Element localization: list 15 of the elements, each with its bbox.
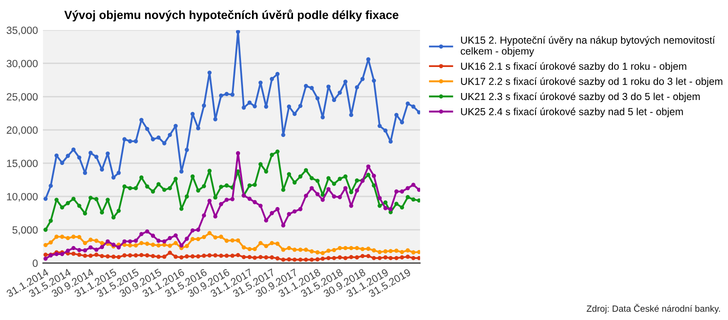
y-tick-label: 0 xyxy=(32,260,38,267)
y-tick-label: 5,000 xyxy=(12,226,38,235)
chart-title: Vývoj objemu nových hypotečních úvěrů podle délky fixace xyxy=(64,9,398,22)
y-tick-label: 20,000 xyxy=(6,126,38,136)
legend-label: UK17 2.2 s fixací úrokové sazby od 1 roku do 3 let - objem xyxy=(461,77,722,87)
legend-label: UK15 2. Hypoteční úvěry na nákup bytových nemovitostí celkem - objemy xyxy=(460,36,716,57)
legend-label: UK25 2.4 s fixací úrokové sazby nad 5 let - objem xyxy=(461,108,683,118)
legend-label: UK16 2.1 s fixací úrokové sazby do 1 roku - objem xyxy=(461,62,686,72)
y-tick-label: 35,000 xyxy=(6,26,38,36)
text: Zdroj: Data České národní banky. xyxy=(586,304,720,314)
y-tick-label: 30,000 xyxy=(6,60,38,68)
y-tick-label: 15,000 xyxy=(7,160,38,168)
y-tick-label: 25,000 xyxy=(6,93,38,102)
legend-label: UK21 2.3 s fixací úrokové sazby od 3 do 5 let - objem xyxy=(461,92,700,102)
y-tick-label: 10,000 xyxy=(7,192,38,202)
